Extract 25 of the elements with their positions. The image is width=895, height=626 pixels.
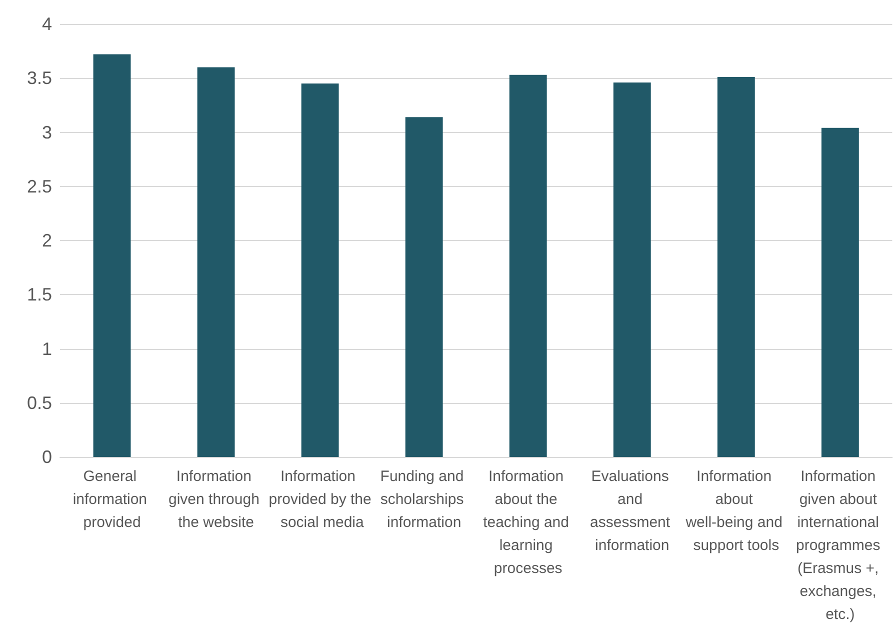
y-tick-label: 0.5 <box>26 392 52 413</box>
bar <box>821 128 859 457</box>
x-tick-label: Information given about international programmes (Erasmus +, exchanges, etc.) <box>796 468 884 623</box>
bar <box>717 77 755 457</box>
x-tick-label: General information provided <box>72 468 152 531</box>
bar <box>405 117 443 457</box>
x-tick-label: Funding and scholarships information <box>380 468 468 531</box>
x-tick-label: Information about well-being and support tools <box>684 468 787 554</box>
x-tick-label: Information about the teaching and learning processes <box>483 468 574 577</box>
x-tick-label: Information provided by the social media <box>268 468 372 531</box>
y-tick-label: 3 <box>42 122 52 142</box>
y-tick-label: 0 <box>42 447 52 467</box>
y-tick-label: 4 <box>42 14 52 34</box>
x-tick-label: Information given through the website <box>168 468 264 531</box>
x-tick-label: Evaluations and assessment information <box>590 468 674 554</box>
bar <box>197 67 235 457</box>
y-tick-label: 3.5 <box>26 68 52 88</box>
y-tick-label: 2 <box>42 230 52 250</box>
y-tick-label: 1 <box>42 338 52 359</box>
bar <box>301 84 339 457</box>
bar <box>93 54 131 457</box>
y-tick-label: 1.5 <box>26 284 52 305</box>
bar <box>509 74 547 457</box>
bar <box>613 82 651 457</box>
y-tick-label: 2.5 <box>26 176 52 196</box>
